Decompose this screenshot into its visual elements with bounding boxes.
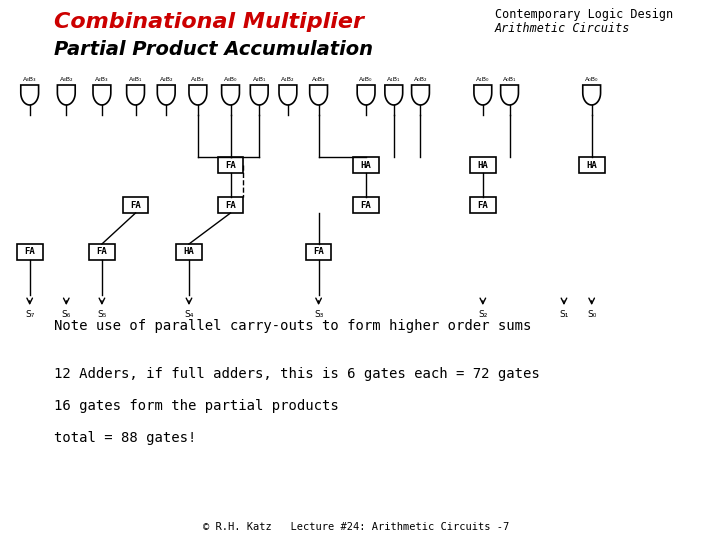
Text: HA: HA (361, 160, 372, 170)
Text: A₂B₀: A₂B₀ (359, 77, 373, 82)
Text: S₆: S₆ (62, 310, 71, 319)
Text: A₃B₁: A₃B₁ (129, 77, 143, 82)
Bar (470, 157, 495, 173)
Text: total = 88 gates!: total = 88 gates! (55, 431, 197, 445)
Bar (579, 157, 605, 173)
Text: A₁B₃: A₁B₃ (191, 77, 204, 82)
PathPatch shape (127, 85, 145, 105)
Bar (217, 157, 243, 173)
PathPatch shape (582, 85, 600, 105)
Text: FA: FA (24, 247, 35, 256)
PathPatch shape (222, 85, 240, 105)
Text: A₁B₀: A₁B₀ (476, 77, 490, 82)
Text: Contemporary Logic Design: Contemporary Logic Design (495, 8, 672, 21)
PathPatch shape (93, 85, 111, 105)
PathPatch shape (58, 85, 75, 105)
Bar (17, 244, 42, 260)
Text: © R.H. Katz   Lecture #24: Arithmetic Circuits -7: © R.H. Katz Lecture #24: Arithmetic Circ… (203, 522, 509, 532)
PathPatch shape (157, 85, 175, 105)
Text: A₃B₃: A₃B₃ (23, 77, 37, 82)
Bar (89, 244, 114, 260)
Text: A₀B₃: A₀B₃ (312, 77, 325, 82)
Text: A₁B₁: A₁B₁ (387, 77, 400, 82)
Text: S₃: S₃ (314, 310, 323, 319)
Text: A₀B₂: A₀B₂ (414, 77, 427, 82)
Bar (122, 197, 148, 213)
PathPatch shape (385, 85, 402, 105)
PathPatch shape (412, 85, 429, 105)
Text: S₀: S₀ (587, 310, 596, 319)
Bar (354, 197, 379, 213)
Text: Combinational Multiplier: Combinational Multiplier (55, 12, 364, 32)
Text: Partial Product Accumulation: Partial Product Accumulation (55, 40, 374, 59)
PathPatch shape (500, 85, 518, 105)
Text: A₁B₂: A₁B₂ (282, 77, 294, 82)
Text: 12 Adders, if full adders, this is 6 gates each = 72 gates: 12 Adders, if full adders, this is 6 gat… (55, 367, 540, 381)
Text: A₃B₂: A₃B₂ (60, 77, 73, 82)
Text: Arithmetic Circuits: Arithmetic Circuits (495, 22, 630, 35)
Text: A₀B₁: A₀B₁ (503, 77, 516, 82)
Text: FA: FA (313, 247, 324, 256)
Bar (306, 244, 331, 260)
Text: A₂B₃: A₂B₃ (95, 77, 109, 82)
Text: Note use of parallel carry-outs to form higher order sums: Note use of parallel carry-outs to form … (55, 319, 532, 333)
Text: S₇: S₇ (25, 310, 35, 319)
Text: HA: HA (586, 160, 597, 170)
PathPatch shape (251, 85, 268, 105)
Text: FA: FA (130, 200, 141, 210)
Text: S₂: S₂ (478, 310, 487, 319)
PathPatch shape (310, 85, 328, 105)
Text: FA: FA (96, 247, 107, 256)
PathPatch shape (189, 85, 207, 105)
PathPatch shape (279, 85, 297, 105)
Text: A₀B₀: A₀B₀ (585, 77, 598, 82)
Text: FA: FA (225, 200, 236, 210)
Text: 16 gates form the partial products: 16 gates form the partial products (55, 399, 339, 413)
Bar (354, 157, 379, 173)
Text: S₁: S₁ (559, 310, 569, 319)
Text: S₄: S₄ (184, 310, 194, 319)
PathPatch shape (21, 85, 39, 105)
PathPatch shape (357, 85, 375, 105)
Bar (217, 197, 243, 213)
Text: HA: HA (477, 160, 488, 170)
Text: A₃B₀: A₃B₀ (224, 77, 238, 82)
Text: FA: FA (225, 160, 236, 170)
PathPatch shape (474, 85, 492, 105)
Text: S₅: S₅ (97, 310, 107, 319)
Text: FA: FA (361, 200, 372, 210)
Text: HA: HA (184, 247, 194, 256)
Text: A₂B₁: A₂B₁ (253, 77, 266, 82)
Bar (176, 244, 202, 260)
Bar (470, 197, 495, 213)
Text: FA: FA (477, 200, 488, 210)
Text: A₂B₂: A₂B₂ (159, 77, 173, 82)
